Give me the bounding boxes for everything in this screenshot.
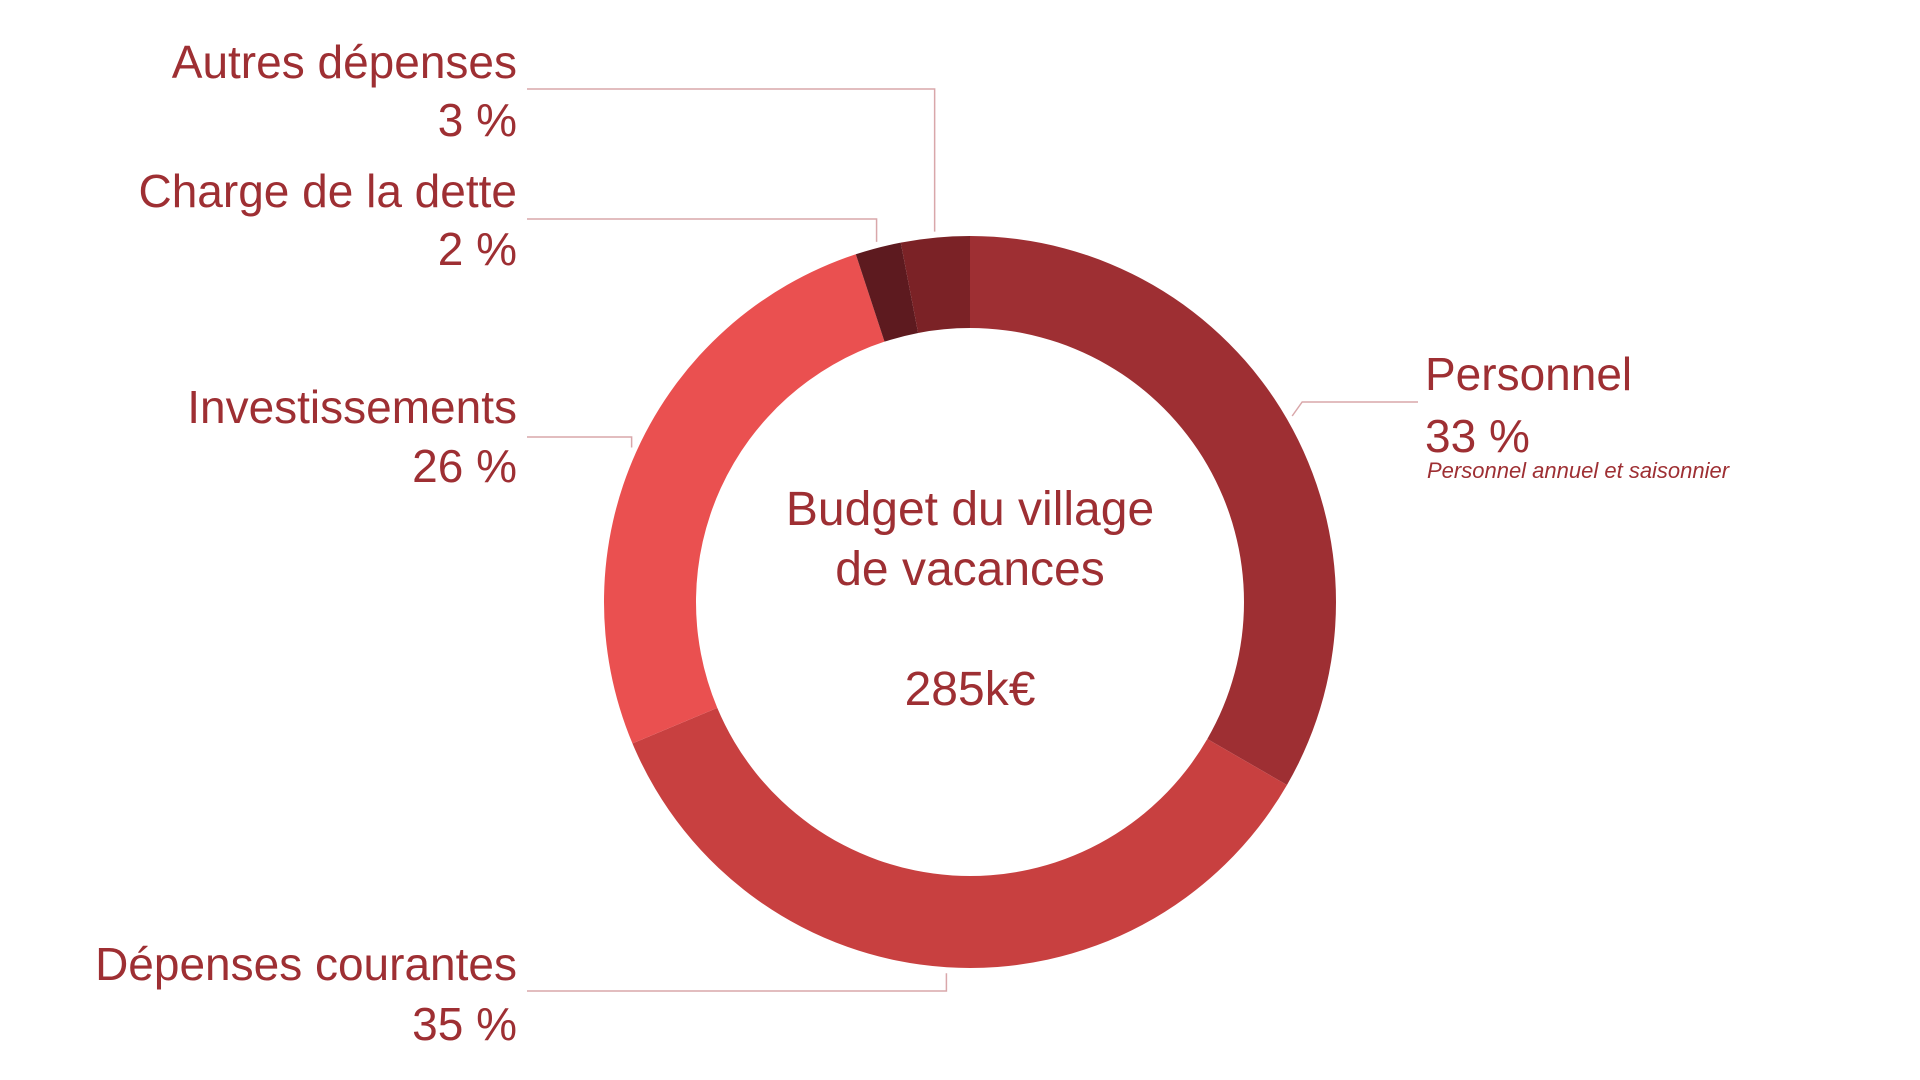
label-name-investissements: Investissements [187,381,517,433]
center-title-line-1: Budget du village [786,483,1154,536]
center-total: 285k€ [905,663,1036,716]
labels-layer: Personnel 33 %Personnel annuel et saisonn… [95,36,1731,1050]
label-note-personnel: Personnel annuel et saisonnier [1427,458,1731,483]
center-title-line-2: de vacances [835,543,1105,596]
label-name-autres-depenses: Autres dépenses [172,36,517,88]
slice-autres-depenses [900,236,970,333]
label-value-depenses-courantes: 35 % [412,998,517,1050]
slices-layer [604,236,1336,968]
slice-investissements [604,254,885,744]
leader-line-personnel [1291,401,1418,417]
label-name-depenses-courantes: Dépenses courantes [95,938,517,990]
slice-charge-de-la-dette [855,242,919,342]
leader-line-investissements [527,436,633,448]
label-value-charge-de-la-dette: 2 % [438,223,517,275]
label-value-investissements: 26 % [412,440,517,492]
leader-line-autres-depenses [527,88,936,232]
label-name-charge-de-la-dette: Charge de la dette [139,165,518,217]
label-value-autres-depenses: 3 % [438,94,517,146]
leader-line-depenses-courantes [527,973,948,992]
slice-depenses-courantes [632,707,1287,968]
leader-lines-layer [527,88,1418,992]
label-name-personnel: Personnel [1425,348,1632,400]
slice-personnel [970,236,1336,785]
leader-line-charge-de-la-dette [527,218,878,242]
center-label: Budget du village de vacances 285k€ [786,483,1154,716]
label-value-personnel: 33 % [1425,410,1530,462]
